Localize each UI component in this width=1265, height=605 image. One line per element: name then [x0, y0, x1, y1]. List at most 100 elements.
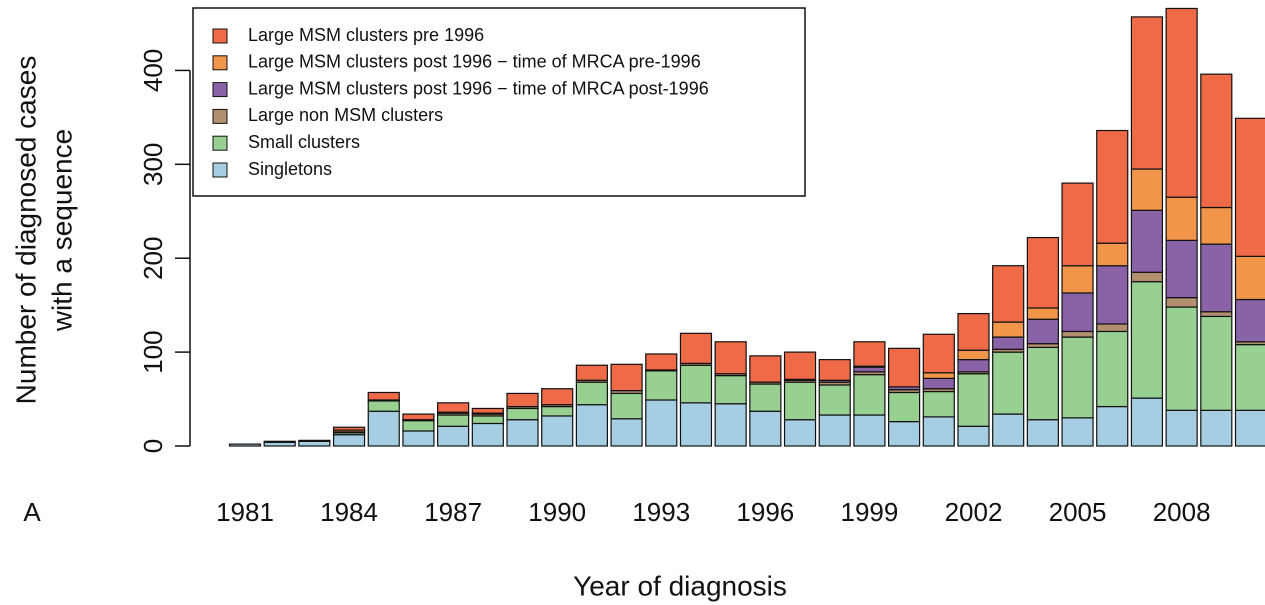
bar-segment [1200, 206, 1233, 245]
bar-segment [645, 353, 678, 371]
bar-segment [298, 440, 331, 447]
bar-segment [1061, 292, 1094, 333]
bar-segment [1096, 242, 1129, 267]
bar-segment [853, 366, 886, 373]
bar-segment [714, 374, 747, 405]
bar-segment [714, 403, 747, 447]
legend-label: Singletons [248, 159, 332, 179]
legend-box [192, 7, 806, 197]
x-tick-label: 1993 [632, 497, 690, 527]
bar-segment [575, 404, 608, 447]
bar-segment [818, 414, 851, 447]
legend-swatch [212, 108, 228, 124]
bar-segment [610, 418, 643, 447]
bar-segment [1165, 7, 1198, 198]
bar-segment [263, 440, 296, 443]
bar-segment [437, 425, 470, 447]
bar-segment [1096, 265, 1129, 325]
bar-segment [1130, 281, 1164, 399]
bar-segment [1096, 405, 1129, 447]
bar-segment [541, 388, 574, 406]
x-tick-label: 1981 [216, 497, 274, 527]
bar-segment [1234, 298, 1265, 343]
bar-segment [1130, 16, 1164, 170]
bar-segment [1026, 318, 1059, 345]
bar-segment [957, 349, 990, 361]
y-tick-label: 100 [138, 330, 168, 373]
bar-segment [922, 416, 955, 447]
bar-segment [1130, 209, 1164, 273]
bar-segment [1165, 306, 1198, 411]
x-tick-label: 1996 [736, 497, 794, 527]
bar-segment [957, 359, 990, 373]
bar-segment [575, 381, 608, 406]
bar-segment [957, 425, 990, 447]
bar-segment [1026, 307, 1059, 320]
bar-segment [957, 373, 990, 427]
x-tick-label: 1987 [424, 497, 482, 527]
bar-segment [714, 341, 747, 375]
bar-segment [437, 402, 470, 413]
bar-segment [471, 422, 504, 447]
bar-segment [957, 313, 990, 351]
legend-label: Small clusters [248, 132, 360, 152]
x-tick-label: 1990 [528, 497, 586, 527]
bar-segment [228, 443, 262, 447]
y-axis-label: Number of diagnosed cases [10, 56, 41, 405]
bar-segment [367, 391, 400, 401]
bar-segment [541, 415, 574, 447]
bar-segment [1061, 265, 1094, 294]
bar-segment [888, 420, 921, 447]
bar-segment [1026, 419, 1059, 447]
bar-segment [922, 333, 955, 374]
bar-segment [818, 359, 851, 381]
bar-segment [992, 321, 1025, 338]
y-axis-label: with a sequence [46, 129, 77, 332]
bar-segment [1130, 271, 1164, 283]
bar-segment [992, 351, 1025, 415]
panel-label: A [23, 497, 41, 527]
y-tick-label: 300 [138, 143, 168, 186]
bar-segment [506, 407, 539, 421]
bar-segment [922, 377, 955, 390]
bar-segment [1234, 409, 1265, 447]
bar-segment [1130, 397, 1164, 447]
bar-segment [610, 392, 643, 420]
bar-segment [1200, 409, 1233, 447]
bar-segment [992, 265, 1025, 323]
bar-segment [332, 434, 366, 447]
bar-segment [402, 413, 435, 421]
bar-segment [783, 419, 817, 447]
bar-segment [645, 399, 678, 447]
legend-swatch [212, 28, 228, 44]
bar-segment [679, 364, 713, 404]
bar-segment [437, 414, 470, 427]
bar-segment [1234, 343, 1265, 411]
bar-segment [783, 351, 817, 380]
legend-swatch [212, 82, 228, 98]
bar-segment [1200, 243, 1233, 313]
x-axis-label: Year of diagnosis [573, 570, 787, 601]
bar-segment [888, 347, 921, 388]
bar-segment [992, 336, 1025, 350]
bar-segment [1026, 236, 1059, 309]
bar-segment [1165, 239, 1198, 299]
bar-segment [367, 410, 400, 447]
bar-segment [1130, 168, 1164, 211]
y-tick-label: 200 [138, 237, 168, 280]
bar-segment [922, 372, 955, 379]
bar-segment [402, 430, 435, 447]
bar-segment [1200, 311, 1233, 318]
bar-segment [783, 381, 817, 421]
bar-segment [610, 363, 643, 392]
x-tick-label: 1999 [840, 497, 898, 527]
bar-segment [888, 391, 921, 423]
bar-segment [1061, 182, 1094, 267]
bar-segment [402, 420, 435, 432]
x-tick-label: 2002 [945, 497, 1003, 527]
bar-segment [541, 405, 574, 417]
bar-segment [992, 413, 1025, 447]
legend-label: Large non MSM clusters [248, 105, 443, 125]
bar-segment [506, 392, 539, 408]
